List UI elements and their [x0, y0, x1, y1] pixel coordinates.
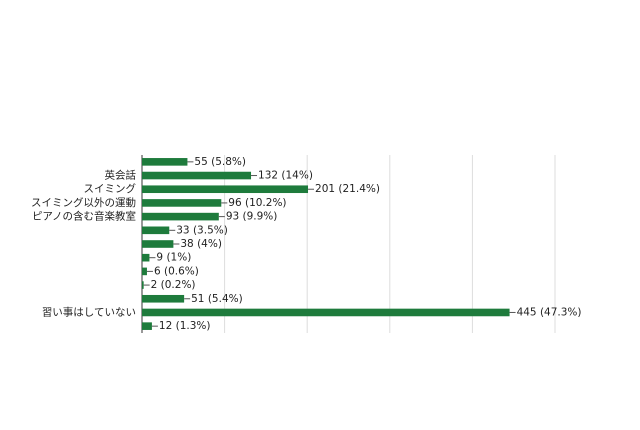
y-tick-label: スイミング以外の運動 [31, 196, 136, 209]
data-label: 132 (14%) [258, 170, 313, 182]
bar [142, 240, 174, 248]
data-label: 6 (0.6%) [154, 265, 199, 277]
data-label: 38 (4%) [180, 238, 222, 250]
data-label: 12 (1.3%) [159, 320, 211, 332]
bar [142, 308, 510, 317]
data-label: 93 (9.9%) [226, 211, 278, 223]
bar [142, 253, 150, 262]
bar [142, 322, 152, 330]
data-label: 33 (3.5%) [176, 224, 228, 236]
data-label: 201 (21.4%) [315, 183, 380, 195]
bar [142, 226, 170, 235]
data-label: 55 (5.8%) [194, 156, 246, 168]
bar [142, 212, 219, 221]
y-tick-label: スイミング [84, 182, 137, 195]
y-tick-label: 習い事はしていない [42, 305, 136, 318]
bar [142, 185, 309, 194]
bar [142, 171, 252, 180]
bar [142, 267, 147, 276]
bar [142, 294, 185, 303]
y-tick-label: ピアノの含む音楽教室 [32, 210, 136, 223]
data-label: 2 (0.2%) [151, 279, 196, 291]
bar [142, 158, 188, 166]
bar [142, 281, 144, 289]
data-label: 445 (47.3%) [517, 306, 582, 318]
y-tick-label: 英会話 [105, 169, 137, 182]
data-label: 96 (10.2%) [228, 197, 286, 209]
data-label: 51 (5.4%) [191, 293, 243, 305]
data-label: 9 (1%) [156, 252, 191, 264]
bar [142, 199, 222, 207]
